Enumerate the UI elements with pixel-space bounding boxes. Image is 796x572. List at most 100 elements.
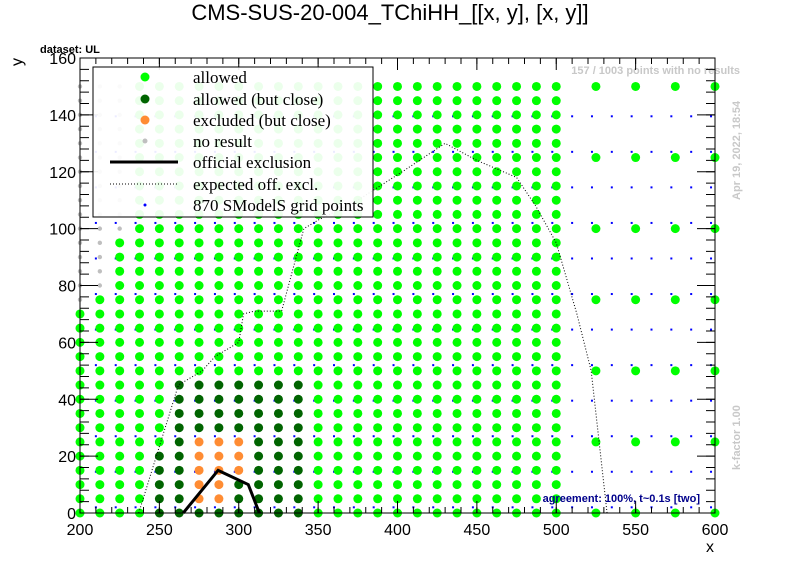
grid-point: [452, 364, 455, 367]
grid-point: [571, 293, 574, 296]
data-point-allowed: [95, 423, 105, 433]
data-point-allowed-close: [293, 494, 303, 504]
data-point-allowed: [492, 323, 502, 333]
data-point-allowed: [95, 309, 105, 319]
data-point-allowed-close: [154, 494, 164, 504]
grid-point: [452, 435, 455, 438]
data-point-allowed: [154, 309, 164, 319]
grid-point: [352, 293, 355, 296]
grid-point: [194, 293, 197, 296]
data-point-allowed: [412, 81, 422, 91]
data-point-allowed: [273, 295, 283, 305]
data-point-allowed: [393, 494, 402, 504]
data-point-allowed: [412, 252, 422, 262]
grid-point: [710, 257, 713, 260]
data-point-allowed: [373, 309, 383, 319]
data-point-allowed: [154, 337, 164, 347]
grid-point: [531, 293, 534, 296]
data-point-allowed: [551, 181, 561, 191]
data-point-allowed: [531, 195, 541, 205]
data-point-allowed: [254, 366, 264, 376]
data-point-allowed: [512, 394, 522, 404]
data-point-allowed: [353, 494, 363, 504]
data-point-allowed: [393, 266, 402, 276]
grid-point: [273, 506, 276, 509]
data-point-allowed: [512, 337, 522, 347]
data-point-allowed: [393, 281, 402, 290]
data-point-allowed: [452, 394, 462, 404]
data-point-allowed-close: [154, 465, 164, 475]
data-point-allowed: [412, 167, 422, 177]
data-point-allowed: [551, 380, 561, 390]
data-point-allowed: [293, 281, 303, 290]
data-point-allowed: [531, 96, 541, 106]
data-point-allowed-close: [194, 380, 204, 390]
data-point-allowed: [353, 266, 363, 276]
data-point-allowed: [313, 281, 323, 290]
grid-point: [571, 221, 574, 224]
grid-point: [590, 435, 593, 438]
grid-point: [253, 293, 256, 296]
y-tick-label: 140: [49, 108, 76, 125]
grid-point: [511, 506, 514, 509]
grid-point: [630, 293, 633, 296]
data-point-allowed: [373, 266, 383, 276]
y-tick-label: 80: [58, 279, 76, 296]
data-point-allowed: [333, 451, 343, 461]
data-point-allowed: [412, 309, 422, 319]
grid-point: [630, 364, 633, 367]
data-point-allowed: [353, 238, 363, 248]
data-point-allowed: [452, 408, 462, 418]
data-point-allowed: [531, 81, 541, 91]
data-point-allowed: [273, 266, 283, 276]
data-point-allowed: [512, 124, 522, 134]
data-point-allowed: [373, 195, 383, 205]
data-point-allowed: [135, 394, 145, 404]
data-point-allowed-close: [273, 480, 283, 490]
data-point-allowed: [293, 224, 303, 234]
grid-point: [670, 506, 673, 509]
data-point-allowed: [512, 323, 522, 333]
data-point-allowed: [154, 224, 164, 234]
data-point-allowed: [670, 437, 680, 447]
data-point-allowed: [373, 366, 383, 376]
data-point-allowed: [412, 437, 422, 447]
grid-point: [670, 186, 673, 189]
data-point-allowed: [432, 480, 442, 490]
grid-point: [412, 293, 415, 296]
data-point-allowed: [492, 81, 502, 91]
data-point-allowed: [472, 394, 482, 404]
grid-point: [610, 435, 613, 438]
data-point-allowed: [492, 266, 502, 276]
data-point-allowed: [452, 124, 462, 134]
data-point-allowed: [293, 352, 303, 362]
grid-point: [590, 399, 593, 402]
x-tick-label: 250: [146, 522, 173, 539]
data-point-allowed: [512, 81, 522, 91]
grid-point: [610, 470, 613, 473]
data-point-allowed: [214, 252, 224, 262]
grid-point: [94, 257, 97, 260]
grid-point: [571, 257, 574, 260]
data-point-allowed: [373, 153, 383, 163]
data-point-allowed: [631, 224, 641, 234]
data-point-allowed: [154, 408, 164, 418]
data-point-allowed: [393, 110, 402, 120]
grid-point: [511, 364, 514, 367]
data-point-allowed: [254, 309, 264, 319]
grid-point: [690, 506, 693, 509]
data-point-allowed: [492, 209, 502, 219]
grid-point: [710, 328, 713, 331]
data-point-allowed: [412, 110, 422, 120]
grid-point: [392, 293, 395, 296]
grid-point: [114, 293, 117, 296]
data-point-allowed: [492, 451, 502, 461]
data-point-allowed: [472, 195, 482, 205]
grid-point: [293, 293, 296, 296]
data-point-allowed: [135, 480, 145, 490]
data-point-allowed: [432, 138, 442, 148]
data-point-allowed: [115, 238, 125, 248]
data-point-allowed: [531, 451, 541, 461]
data-point-allowed: [512, 352, 522, 362]
data-point-allowed-close: [194, 423, 204, 433]
